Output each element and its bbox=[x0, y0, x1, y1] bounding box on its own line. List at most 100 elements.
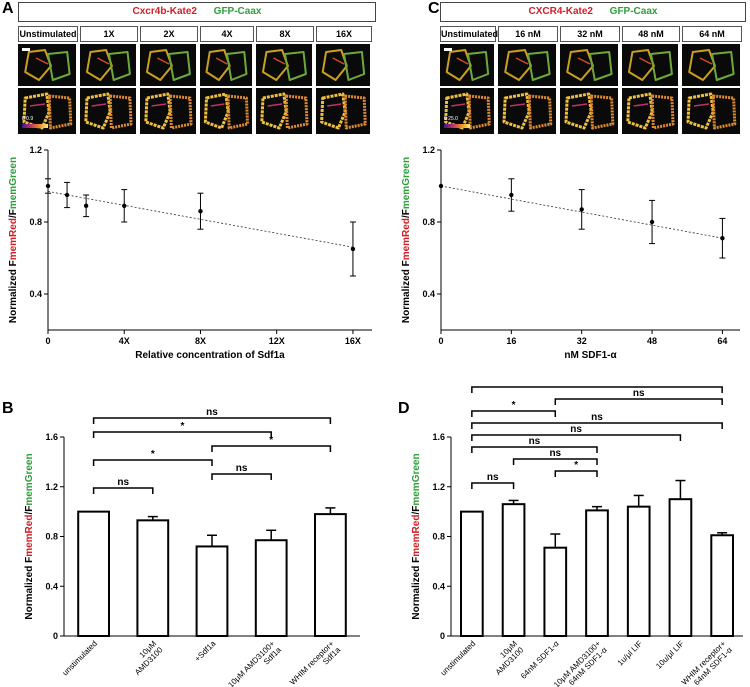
bar bbox=[501, 503, 526, 637]
y-axis-label: Normalized FmemRed/FmemGreen bbox=[401, 157, 412, 323]
panel-letter-a: A bbox=[2, 0, 14, 17]
y-axis-label-part: memGreen bbox=[8, 157, 19, 209]
category-label: WHIM receptor+64nM SDF1-α bbox=[680, 639, 734, 687]
y-tick-label: 1.6 bbox=[432, 432, 445, 442]
y-axis-label-part: /F bbox=[24, 506, 35, 515]
category-label: 10μMAMD3100 bbox=[127, 639, 165, 677]
ratio-image-cell bbox=[140, 88, 196, 134]
y-tick-label: 1.2 bbox=[45, 482, 58, 492]
data-point bbox=[198, 209, 203, 214]
x-tick-label: 8X bbox=[195, 336, 206, 346]
y-axis-label-part: /F bbox=[8, 209, 19, 218]
y-axis-label-part: /F bbox=[411, 506, 422, 515]
category-label-line: unstimulated bbox=[61, 639, 99, 677]
condition-label: 64 nM bbox=[682, 26, 742, 42]
bracket-line bbox=[471, 410, 557, 417]
bracket-line bbox=[211, 445, 332, 452]
data-point bbox=[509, 192, 514, 198]
y-tick-label: 0.8 bbox=[422, 217, 435, 227]
merged-image-cell bbox=[440, 44, 494, 86]
bracket-line bbox=[471, 434, 682, 441]
panel-letter-b: B bbox=[2, 400, 14, 417]
y-axis-label-part: memGreen bbox=[411, 453, 422, 505]
ratio-image-cell bbox=[498, 88, 556, 134]
merged-image-cell bbox=[316, 44, 370, 86]
category-label: +Sdf1a bbox=[193, 639, 218, 664]
panel-c-header-green: GFP-Caax bbox=[609, 6, 658, 17]
panel-a-header: Cxcr4b-Kate2 GFP-Caax bbox=[18, 2, 376, 22]
condition-label: Unstimulated bbox=[440, 26, 498, 42]
data-point bbox=[649, 219, 655, 225]
bar bbox=[254, 539, 288, 637]
ratio-image-cell bbox=[80, 88, 136, 134]
bracket-line bbox=[471, 386, 723, 393]
data-point bbox=[45, 183, 51, 189]
significance-bracket: ns bbox=[471, 472, 515, 489]
category-label: unstimulated bbox=[439, 639, 477, 677]
y-tick-label: 0 bbox=[440, 631, 445, 641]
condition-label: 16X bbox=[316, 26, 372, 42]
significance-bracket: ** bbox=[471, 383, 723, 393]
significance-label: ns bbox=[117, 477, 129, 488]
bracket-line bbox=[471, 482, 515, 489]
y-axis-label: Normalized FmemRed/FmemGreen bbox=[24, 453, 35, 619]
significance-bracket: ns bbox=[471, 424, 682, 441]
y-tick-label: 0.4 bbox=[45, 581, 58, 591]
bracket-line bbox=[554, 398, 723, 405]
y-axis-label-part: memGreen bbox=[401, 157, 412, 209]
y-tick-label: 1.2 bbox=[29, 145, 42, 155]
x-tick-label: 64 bbox=[717, 336, 727, 346]
significance-bracket: ns bbox=[471, 412, 723, 429]
y-axis-label: Normalized FmemRed/FmemGreen bbox=[8, 157, 19, 323]
bar bbox=[585, 509, 609, 637]
data-point bbox=[64, 192, 70, 198]
condition-label: 1X bbox=[80, 26, 138, 42]
bracket-line bbox=[471, 422, 723, 429]
panel-d-chart: 0 0.4 0.8 1.2 1.6 unstimulated 10μMAMD310064nM… bbox=[411, 383, 743, 687]
significance-bracket: * bbox=[211, 435, 332, 452]
data-point bbox=[579, 207, 584, 212]
merged-image-cell bbox=[622, 44, 678, 86]
y-axis-label-part: Normalized F bbox=[8, 260, 19, 323]
merged-image-cell bbox=[80, 44, 136, 86]
x-tick-label: 16 bbox=[506, 336, 516, 346]
panel-a-chart: 0.4 0.8 1.2 0 4X 8X 12X 16X Relative concentrati… bbox=[8, 145, 372, 361]
significance-label: ns bbox=[633, 388, 645, 399]
bracket-line bbox=[211, 473, 272, 480]
significance-label: * bbox=[269, 435, 273, 446]
significance-label: * bbox=[512, 400, 516, 411]
panel-a-header-red: Cxcr4b-Kate2 bbox=[132, 6, 197, 17]
significance-label: ** bbox=[593, 383, 601, 387]
bracket-line bbox=[512, 458, 598, 465]
significance-bracket: ns bbox=[554, 388, 723, 405]
merged-image-cell bbox=[498, 44, 556, 86]
y-axis-label-part: Normalized F bbox=[411, 557, 422, 620]
colorbar-labels: 0 25.0 bbox=[444, 116, 458, 122]
y-tick-label: 1.6 bbox=[45, 432, 58, 442]
x-axis-label: nM SDF1-α bbox=[564, 350, 617, 361]
significance-bracket: ns bbox=[211, 463, 272, 480]
scale-bar bbox=[22, 48, 30, 51]
category-label: 10μMAMD3100 bbox=[487, 639, 525, 677]
significance-bracket: * bbox=[92, 449, 213, 466]
y-tick-label: 0.4 bbox=[422, 289, 435, 299]
y-tick-label: 1.2 bbox=[422, 145, 435, 155]
significance-label: * bbox=[180, 421, 184, 432]
y-tick-label: 0.4 bbox=[29, 289, 42, 299]
x-tick-label: 16X bbox=[345, 336, 361, 346]
x-tick-label: 0 bbox=[45, 336, 50, 346]
y-axis-label-part: /F bbox=[401, 209, 412, 218]
significance-bracket: * bbox=[471, 400, 557, 417]
bracket-line bbox=[92, 487, 154, 494]
significance-bracket: * bbox=[92, 421, 272, 438]
panel-c-header-red: CXCR4-Kate2 bbox=[528, 6, 593, 17]
significance-bracket: * bbox=[554, 460, 598, 477]
significance-bracket: ns bbox=[92, 477, 154, 494]
merged-image-cell bbox=[256, 44, 312, 86]
merged-image-cell bbox=[682, 44, 740, 86]
bar bbox=[136, 519, 170, 637]
y-tick-label: 0.4 bbox=[432, 581, 445, 591]
category-label-line: 1u/μl LIF bbox=[616, 639, 645, 668]
panel-letter-c: C bbox=[428, 0, 440, 17]
panel-c-header: CXCR4-Kate2 GFP-Caax bbox=[440, 2, 746, 22]
